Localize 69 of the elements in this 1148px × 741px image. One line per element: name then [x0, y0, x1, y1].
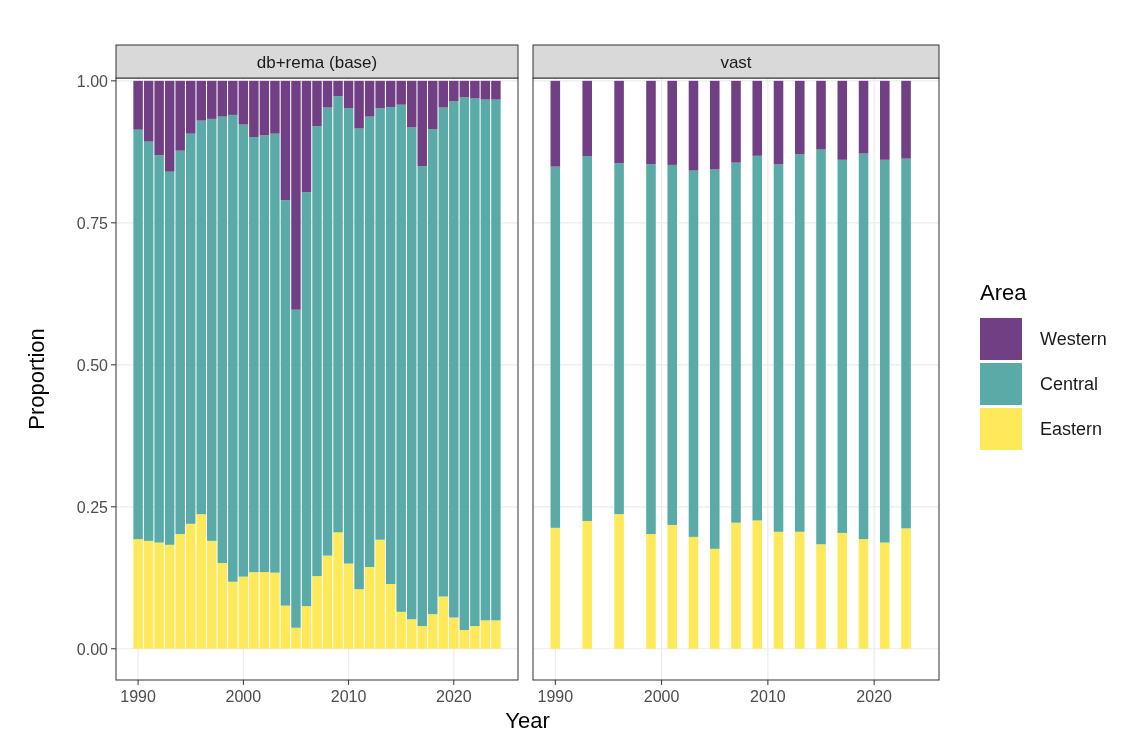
x-tick-label: 2020: [856, 688, 893, 705]
chart-title: vast: [720, 52, 752, 72]
bar: [582, 80, 592, 157]
legend-label: Eastern: [1040, 419, 1103, 439]
bar: [901, 528, 911, 649]
bar: [794, 80, 805, 155]
bar: [709, 548, 720, 649]
x-tick-label: 2010: [330, 688, 367, 705]
bar: [614, 514, 624, 649]
bar: [901, 80, 911, 159]
bar: [880, 542, 890, 649]
chart-title: db+rema (base): [256, 52, 378, 72]
x-tick-label: 2010: [750, 688, 786, 705]
bar: [858, 80, 869, 154]
x-tick-label: 1990: [537, 688, 574, 705]
bar: [858, 153, 869, 540]
bar: [773, 164, 784, 532]
legend-label: Western: [1040, 329, 1107, 349]
bar: [752, 80, 763, 156]
bar: [646, 80, 656, 165]
y-tick-label: 0.25: [76, 498, 109, 516]
bar: [880, 159, 890, 543]
bar: [880, 80, 890, 160]
bar: [550, 166, 561, 528]
bar: [901, 158, 911, 529]
bar: [794, 154, 805, 532]
bar: [646, 164, 656, 535]
bar: [709, 80, 720, 170]
bar: [837, 159, 848, 533]
bar: [550, 527, 561, 649]
x-axis-title: Year: [505, 708, 550, 733]
bar: [752, 520, 763, 649]
bar: [582, 156, 592, 521]
bar: [731, 162, 741, 523]
bar: [688, 80, 699, 171]
y-tick-label: 0.75: [76, 214, 109, 232]
bar: [773, 531, 784, 649]
x-tick-label: 2020: [436, 688, 472, 705]
bar: [550, 80, 561, 167]
bar: [667, 80, 678, 165]
y-axis-title: Proportion: [24, 328, 49, 430]
bar: [688, 536, 699, 649]
bar: [731, 522, 741, 649]
bar: [837, 80, 848, 160]
bar: [816, 149, 826, 545]
bar: [688, 170, 699, 537]
legend-label: Central: [1040, 374, 1099, 394]
x-tick-label: 2000: [225, 688, 262, 705]
bar: [667, 164, 678, 525]
legend-title: Area: [980, 280, 1028, 305]
bar: [614, 80, 624, 164]
bar: [794, 531, 805, 649]
y-tick-label: 1.00: [76, 72, 109, 90]
bar: [773, 80, 784, 165]
bar: [582, 520, 592, 649]
bar: [731, 80, 741, 163]
bar: [667, 524, 678, 649]
x-tick-label: 2000: [643, 688, 680, 705]
bar: [709, 169, 720, 549]
bar: [646, 534, 656, 649]
bar: [858, 539, 869, 649]
bar: [837, 532, 848, 649]
bar: [752, 155, 763, 521]
bar: [614, 163, 624, 515]
bar: [816, 80, 826, 150]
bar: [816, 544, 826, 649]
y-tick-label: 0.50: [76, 356, 109, 374]
y-tick-label: 0.00: [76, 640, 109, 658]
x-tick-label: 1990: [120, 688, 156, 705]
